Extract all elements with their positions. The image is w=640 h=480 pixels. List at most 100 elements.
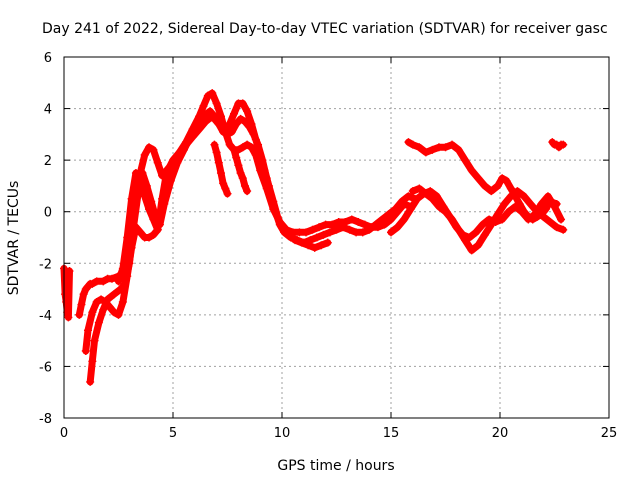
x-tick-label: 25 <box>601 426 618 441</box>
data-point-marker <box>467 246 476 255</box>
x-tick-label: 15 <box>383 426 400 441</box>
data-point-marker <box>365 225 374 234</box>
data-point-marker <box>378 215 387 224</box>
data-point-marker <box>90 336 99 345</box>
data-point-marker <box>145 143 154 152</box>
data-point-marker <box>199 101 208 110</box>
data-point-marker <box>221 184 230 193</box>
chart-title: Day 241 of 2022, Sidereal Day-to-day VTE… <box>42 21 608 37</box>
data-point-marker <box>64 313 73 322</box>
data-point-marker <box>110 308 119 317</box>
data-point-marker <box>452 223 461 232</box>
data-point-marker <box>75 310 84 319</box>
data-point-marker <box>162 169 171 178</box>
data-point-marker <box>114 310 123 319</box>
data-point-marker <box>136 228 145 237</box>
data-point-marker <box>472 228 481 237</box>
data-point-marker <box>208 112 217 121</box>
y-tick-label: 2 <box>44 154 52 169</box>
data-point-marker <box>504 207 513 216</box>
x-tick-label: 20 <box>492 426 509 441</box>
data-point-marker <box>182 140 191 149</box>
data-point-marker <box>83 326 92 335</box>
data-point-marker <box>445 212 454 221</box>
data-point-marker <box>480 181 489 190</box>
data-point-marker <box>415 184 424 193</box>
data-point-marker <box>92 297 101 306</box>
data-point-marker <box>227 127 236 136</box>
data-point-marker <box>127 194 136 203</box>
data-point-marker <box>537 199 546 208</box>
data-point-marker <box>491 218 500 227</box>
data-point-marker <box>552 223 561 232</box>
series-track-10 <box>387 187 566 242</box>
data-point-marker <box>317 241 326 250</box>
data-point-marker <box>88 279 97 288</box>
data-point-marker <box>315 223 324 232</box>
data-point-marker <box>393 223 402 232</box>
data-point-marker <box>153 158 162 167</box>
data-point-marker <box>465 233 474 242</box>
data-point-marker <box>118 264 127 273</box>
series-track-1 <box>60 264 74 322</box>
data-point-marker <box>269 197 278 206</box>
data-point-marker <box>216 169 225 178</box>
data-point-marker <box>310 243 319 252</box>
data-point-marker <box>428 145 437 154</box>
data-point-marker <box>539 212 548 221</box>
data-point-marker <box>225 140 234 149</box>
data-point-marker <box>212 99 221 108</box>
data-point-marker <box>487 187 496 196</box>
data-point-marker <box>524 215 533 224</box>
x-tick-label: 10 <box>274 426 291 441</box>
data-point-marker <box>559 140 568 149</box>
data-point-marker <box>243 187 252 196</box>
data-point-marker <box>225 120 234 129</box>
data-point-marker <box>301 228 310 237</box>
data-point-marker <box>397 197 406 206</box>
data-point-marker <box>387 228 395 237</box>
data-point-marker <box>105 303 114 312</box>
data-point-marker <box>65 267 74 276</box>
data-point-marker <box>541 205 550 214</box>
data-point-marker <box>123 272 132 281</box>
data-point-marker <box>458 230 467 239</box>
plot-frame <box>63 56 610 419</box>
data-point-marker <box>221 125 230 134</box>
data-point-marker <box>278 223 286 232</box>
data-point-marker <box>238 174 247 183</box>
data-point-marker <box>236 169 245 178</box>
data-point-marker <box>149 215 158 224</box>
data-point-marker <box>432 192 441 201</box>
data-point-marker <box>77 300 86 309</box>
y-axis-label: SDTVAR / TECUs <box>6 181 22 296</box>
data-point-marker <box>384 210 393 219</box>
data-point-marker <box>260 166 269 175</box>
data-point-marker <box>419 189 428 198</box>
data-point-marker <box>107 274 116 283</box>
data-point-marker <box>345 225 354 234</box>
data-point-marker <box>243 107 252 116</box>
data-point-marker <box>88 308 97 317</box>
data-point-marker <box>169 156 177 165</box>
data-point-marker <box>421 148 430 157</box>
data-point-marker <box>517 207 526 216</box>
data-point-marker <box>474 241 483 250</box>
data-point-marker <box>230 109 239 118</box>
data-point-marker <box>530 210 539 219</box>
data-point-marker <box>371 220 380 229</box>
data-point-marker <box>550 202 559 211</box>
x-tick-label: 5 <box>169 426 177 441</box>
data-point-marker <box>256 150 265 159</box>
data-point-marker <box>448 140 457 149</box>
data-point-marker <box>175 148 184 157</box>
x-axis-label: GPS time / hours <box>277 458 394 474</box>
data-point-marker <box>546 218 555 227</box>
series-band <box>82 99 332 355</box>
data-point-marker <box>474 174 483 183</box>
data-point-marker <box>219 179 228 188</box>
data-point-marker <box>312 233 321 242</box>
data-point-marker <box>223 189 232 198</box>
data-point-marker <box>467 166 476 175</box>
